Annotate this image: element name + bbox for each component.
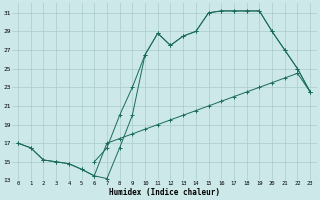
- X-axis label: Humidex (Indice chaleur): Humidex (Indice chaleur): [108, 188, 220, 197]
